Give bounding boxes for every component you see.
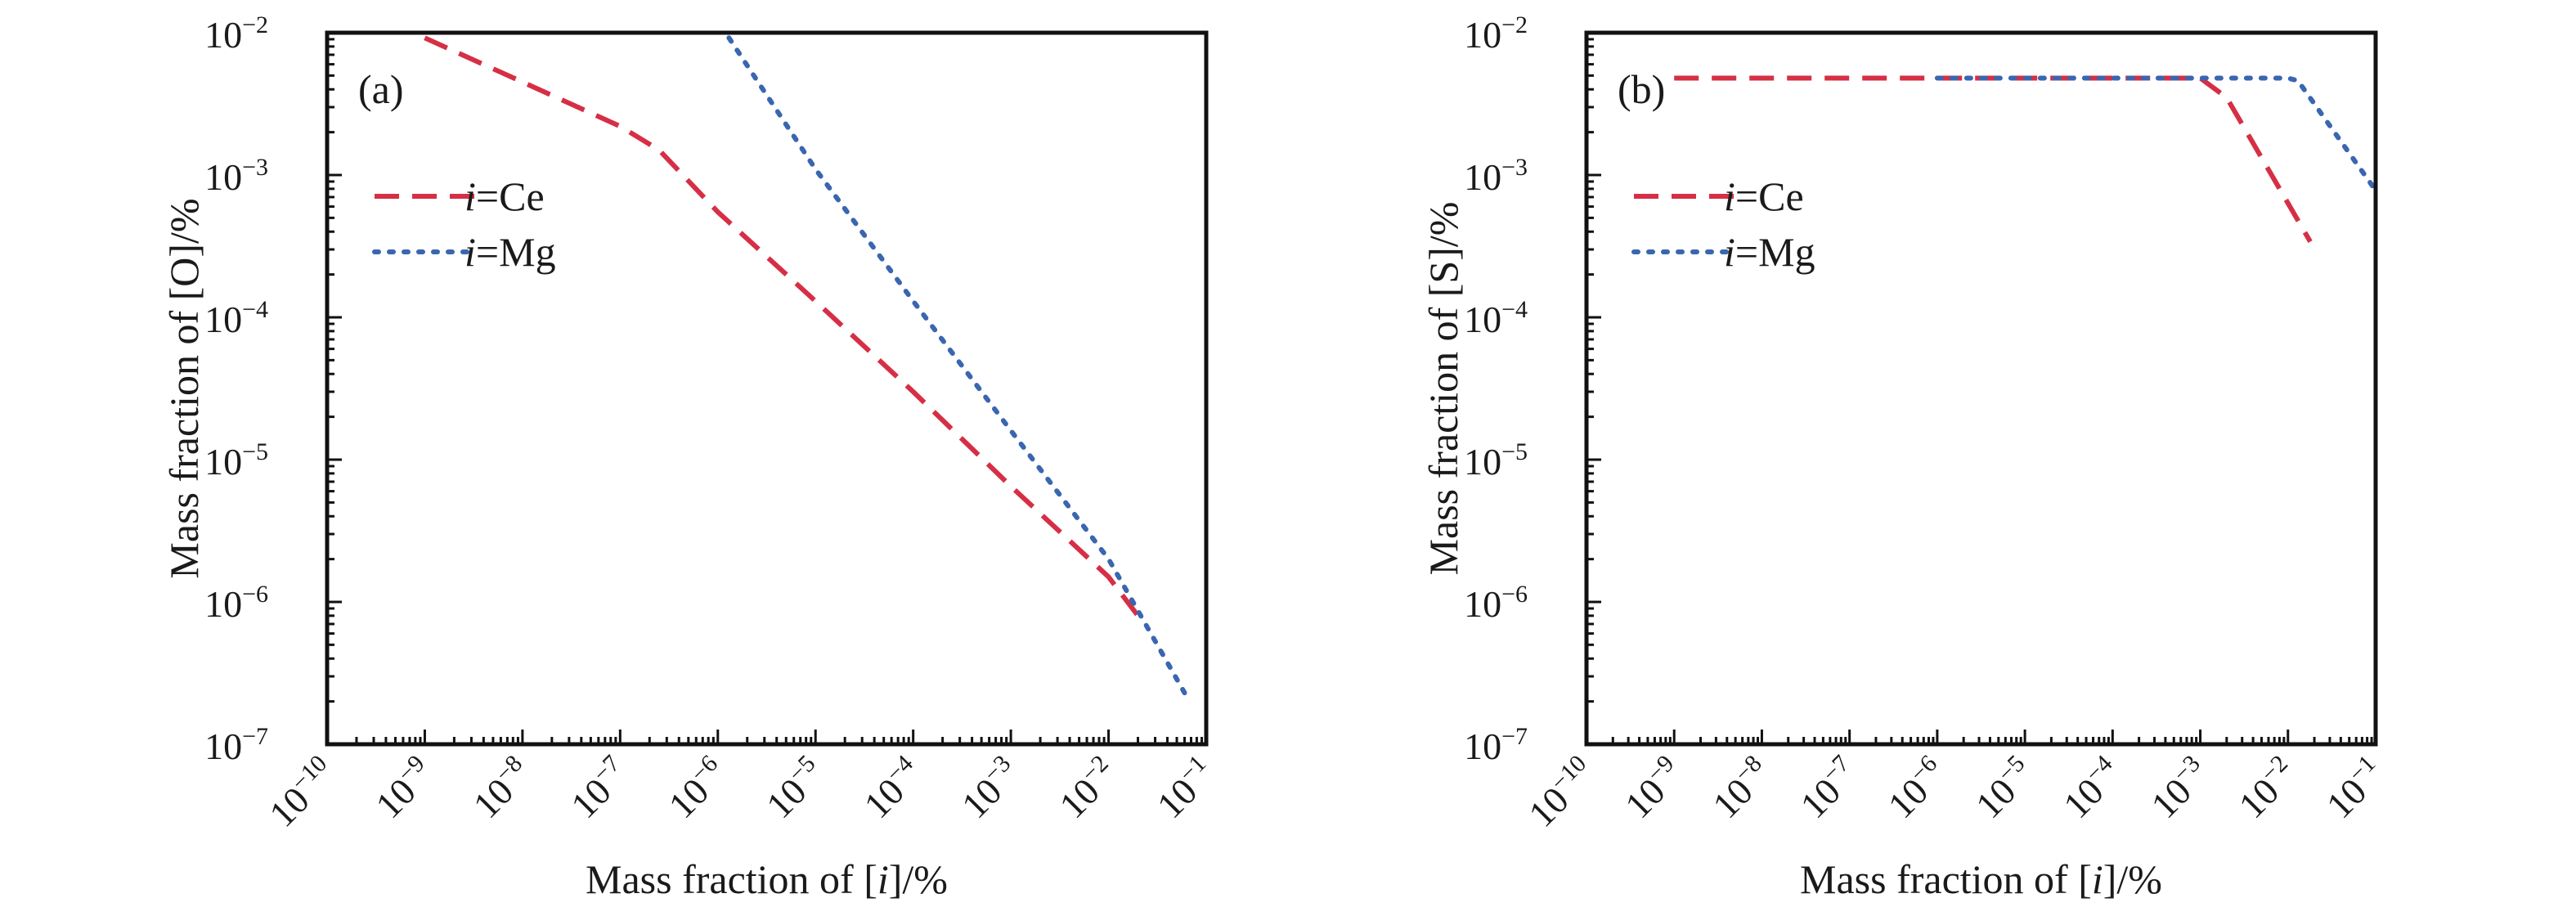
series-line-ce	[424, 35, 1140, 617]
x-tick-label: 10−1	[1147, 750, 1223, 826]
x-tick-label: 10−7	[561, 750, 637, 826]
x-tick-label: 10−3	[2141, 750, 2217, 826]
x-tick-label: 10−5	[756, 750, 832, 826]
y-tick-label: 10−2	[204, 11, 268, 56]
panel-0: 10−10 10−9 10−8 10−7 10−6 10−5 10−4 10−3 10−2 10−…	[161, 11, 1223, 902]
y-tick-label: 10−7	[1464, 723, 1528, 767]
x-tick-label: 10−9	[366, 750, 442, 826]
x-tick-label: 10−10	[259, 750, 344, 835]
series-line-mg	[726, 35, 1187, 696]
x-tick-label: 10−4	[2053, 750, 2129, 826]
legend-label: i=Mg	[1724, 229, 1815, 275]
x-tick-label: 10−9	[1615, 750, 1691, 826]
x-tick-label: 10−2	[2229, 750, 2305, 826]
y-tick-label: 10−4	[204, 296, 268, 340]
y-axis-label: Mass fraction of [O]/%	[161, 198, 207, 578]
plot-frame	[325, 30, 1209, 747]
panel-1: 10−10 10−910−810−710−610−510−410−310−210−…	[1420, 11, 2393, 902]
series-line-ce	[1674, 75, 2313, 244]
series-line-mg	[1934, 75, 2378, 193]
x-tick-label: 10−3	[952, 750, 1028, 826]
y-tick-label: 10−4	[1464, 296, 1528, 340]
x-tick-label: 10−7	[1790, 750, 1866, 826]
legend-label: i=Ce	[1724, 173, 1804, 219]
y-tick-label: 10−3	[1464, 154, 1528, 198]
x-tick-label: 10−10	[1519, 750, 1604, 835]
y-tick-label: 10−5	[204, 438, 268, 483]
y-tick-label: 10−3	[204, 154, 268, 198]
y-tick-label: 10−6	[1464, 581, 1528, 625]
x-axis-label: Mass fraction of [i]/%	[586, 856, 948, 902]
y-tick-label: 10−6	[204, 581, 268, 625]
x-tick-label: 10−1	[2317, 750, 2393, 826]
x-tick-label: 10−8	[1703, 750, 1779, 826]
x-tick-label: 10−4	[854, 750, 930, 826]
y-tick-label: 10−2	[1464, 11, 1528, 56]
legend-label: i=Mg	[464, 229, 556, 275]
legend-label: i=Ce	[464, 173, 545, 219]
x-tick-label: 10−8	[464, 750, 540, 826]
x-axis-label: Mass fraction of [i]/%	[1800, 856, 2162, 902]
panel-label: (a)	[358, 66, 404, 112]
y-tick-label: 10−5	[1464, 438, 1528, 483]
x-tick-label: 10−6	[659, 750, 735, 826]
y-tick-label: 10−7	[204, 723, 268, 767]
x-tick-label: 10−5	[1966, 750, 2042, 826]
x-tick-label: 10−6	[1878, 750, 1954, 826]
x-tick-label: 10−2	[1049, 750, 1125, 826]
panel-label: (b)	[1618, 66, 1665, 112]
plot-frame	[1584, 30, 2378, 747]
y-axis-label: Mass fraction of [S]/%	[1420, 202, 1466, 576]
